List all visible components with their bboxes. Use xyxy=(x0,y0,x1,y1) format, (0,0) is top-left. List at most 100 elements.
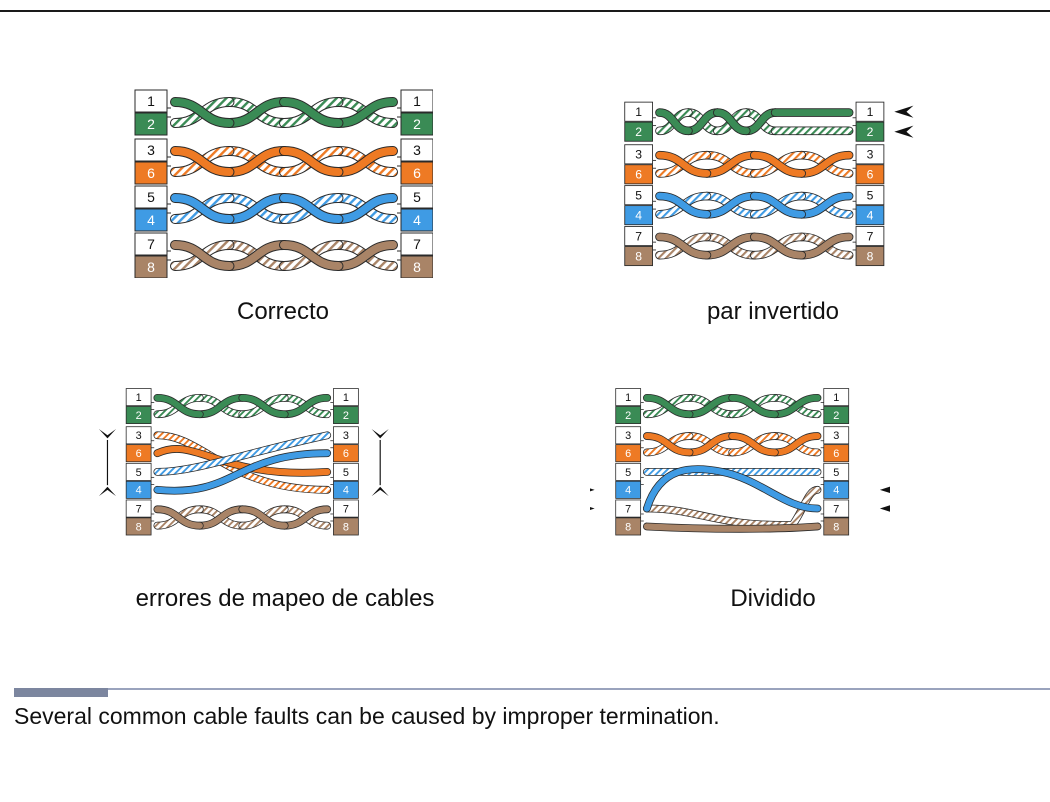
pin-label: 7 xyxy=(136,503,142,515)
pin-label: 4 xyxy=(625,485,631,497)
pin-label: 2 xyxy=(343,410,349,422)
pin-label: 5 xyxy=(635,189,642,203)
pin-label: 4 xyxy=(867,209,874,223)
pin-label: 6 xyxy=(635,168,642,182)
fault-arrow-left xyxy=(98,429,117,497)
split-wire-4 xyxy=(642,465,822,513)
wiremap-errors-diagram: 1 2 3 6 5 4 7 8 1 2 3 6 5 4 7 8 xyxy=(98,388,389,536)
fault-arrow-right-1 xyxy=(879,486,890,494)
pin-label: 4 xyxy=(413,212,421,228)
pin-label: 2 xyxy=(413,116,421,132)
pin-label: 5 xyxy=(343,467,349,479)
pin-label: 3 xyxy=(867,148,874,162)
caption-reversed: par invertido xyxy=(706,298,840,325)
fault-arrow-left-1 xyxy=(590,488,595,492)
reversed-pair-diagram: 1 2 3 6 5 4 7 8 1 2 3 6 5 4 7 8 xyxy=(624,101,914,267)
pin-label: 8 xyxy=(136,521,142,533)
pin-label: 7 xyxy=(867,229,874,243)
right-connector: 1 2 3 6 5 4 7 8 xyxy=(330,388,359,536)
pin-label: 5 xyxy=(625,467,631,479)
pin-label: 2 xyxy=(147,116,155,132)
pin-label: 2 xyxy=(136,410,142,422)
pin-label: 6 xyxy=(343,448,349,460)
pin-label: 4 xyxy=(343,485,349,497)
twisted-pair-2 xyxy=(170,146,398,177)
pin-label: 7 xyxy=(147,236,155,252)
pin-label: 4 xyxy=(833,485,839,497)
pin-label: 1 xyxy=(833,392,839,404)
pin-label: 1 xyxy=(413,93,421,109)
correct-wiring-diagram: 1 2 3 6 5 4 7 8 1 2 3 6 5 4 7 8 xyxy=(134,89,433,278)
fault-arrow-right xyxy=(371,429,389,497)
top-rule xyxy=(0,10,1050,12)
pin-label: 3 xyxy=(413,142,421,158)
right-connector: 1 2 3 6 5 4 7 8 xyxy=(852,101,885,267)
pin-label: 6 xyxy=(413,165,421,181)
caption-correct: Correcto xyxy=(236,298,330,325)
pin-label: 3 xyxy=(136,430,142,442)
footer-caption: Several common cable faults can be cause… xyxy=(14,703,720,729)
pin-label: 8 xyxy=(635,249,642,263)
pin-label: 1 xyxy=(635,105,642,119)
caption-split: Dividido xyxy=(730,585,816,612)
twisted-pair-1 xyxy=(642,393,822,419)
twisted-pair-1 xyxy=(153,393,332,419)
fault-arrow-right-2 xyxy=(879,505,890,512)
crossed-wire-4 xyxy=(153,449,332,495)
pin-label: 6 xyxy=(625,448,631,460)
pin-label: 8 xyxy=(413,259,421,275)
twisted-pair-3 xyxy=(170,193,398,224)
twisted-pair-4 xyxy=(153,505,332,530)
pin-label: 4 xyxy=(147,212,155,228)
pin-label: 1 xyxy=(867,105,874,119)
pin-label: 5 xyxy=(136,467,142,479)
fault-arrow-1 xyxy=(894,105,914,118)
pin-label: 4 xyxy=(635,209,642,223)
pin-label: 7 xyxy=(635,229,642,243)
pin-label: 6 xyxy=(833,448,839,460)
footer-accent-block xyxy=(14,688,108,697)
pin-label: 2 xyxy=(635,125,642,139)
pin-label: 7 xyxy=(625,503,631,515)
pin-label: 3 xyxy=(833,430,839,442)
pin-label: 2 xyxy=(833,410,839,422)
fault-arrow-2 xyxy=(894,125,914,138)
pin-label: 7 xyxy=(343,503,349,515)
pin-label: 6 xyxy=(136,448,142,460)
pin-label: 2 xyxy=(867,125,874,139)
twisted-pair-2 xyxy=(642,432,822,457)
pin-label: 6 xyxy=(867,168,874,182)
pin-label: 1 xyxy=(147,93,155,109)
pin-label: 8 xyxy=(343,521,349,533)
pin-label: 3 xyxy=(147,142,155,158)
pin-label: 6 xyxy=(147,165,155,181)
pin-label: 1 xyxy=(625,392,631,404)
pin-label: 8 xyxy=(147,259,155,275)
pin-label: 2 xyxy=(625,410,631,422)
split-wire-7 xyxy=(642,485,822,529)
pin-label: 3 xyxy=(625,430,631,442)
twisted-pair-2 xyxy=(655,150,854,178)
pin-label: 5 xyxy=(833,467,839,479)
pin-label: 4 xyxy=(136,485,142,497)
pin-label: 8 xyxy=(833,521,839,533)
right-connector: 1 2 3 6 5 4 7 8 xyxy=(820,388,850,536)
split-wire-8 xyxy=(642,522,822,533)
left-connector: 1 2 3 6 5 4 7 8 xyxy=(134,89,171,278)
twisted-pair-4 xyxy=(655,232,854,260)
crossed-wire-5 xyxy=(153,431,332,476)
pin-label: 7 xyxy=(413,236,421,252)
left-connector: 1 2 3 6 5 4 7 8 xyxy=(125,388,155,536)
pin-label: 5 xyxy=(413,189,421,205)
left-connector: 1 2 3 6 5 4 7 8 xyxy=(624,101,657,267)
twisted-pair-1 xyxy=(655,108,780,136)
fault-arrow-left-2 xyxy=(590,507,595,511)
pin-label: 5 xyxy=(147,189,155,205)
pin-label: 8 xyxy=(867,249,874,263)
caption-wiremap: errores de mapeo de cables xyxy=(135,585,435,612)
pin-label: 1 xyxy=(136,392,142,404)
pin-label: 7 xyxy=(833,503,839,515)
footer-rule xyxy=(14,688,1050,690)
twisted-pair-1 xyxy=(170,97,398,128)
twisted-pair-3 xyxy=(655,191,854,219)
